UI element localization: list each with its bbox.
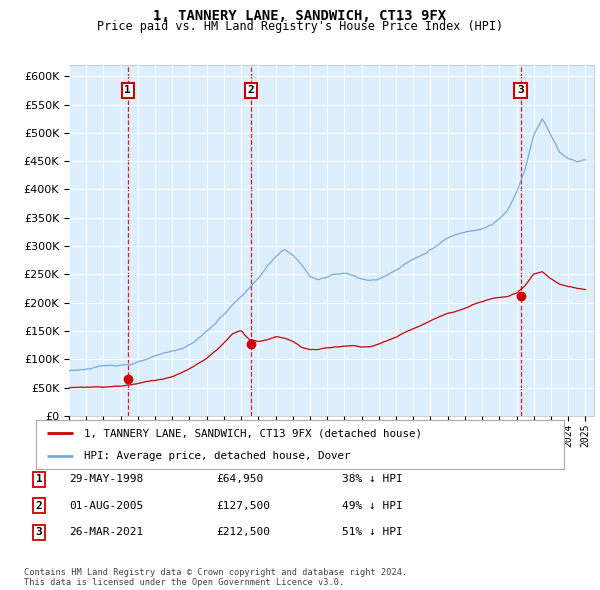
Text: 38% ↓ HPI: 38% ↓ HPI: [342, 474, 403, 484]
Text: 51% ↓ HPI: 51% ↓ HPI: [342, 527, 403, 537]
Text: 2: 2: [248, 86, 254, 96]
Text: 3: 3: [517, 86, 524, 96]
Text: 1: 1: [35, 474, 43, 484]
Text: 1: 1: [124, 86, 131, 96]
Text: 1, TANNERY LANE, SANDWICH, CT13 9FX: 1, TANNERY LANE, SANDWICH, CT13 9FX: [154, 9, 446, 23]
Text: 26-MAR-2021: 26-MAR-2021: [69, 527, 143, 537]
Text: 3: 3: [35, 527, 43, 537]
Text: Price paid vs. HM Land Registry's House Price Index (HPI): Price paid vs. HM Land Registry's House …: [97, 20, 503, 33]
Text: 01-AUG-2005: 01-AUG-2005: [69, 501, 143, 510]
Text: 29-MAY-1998: 29-MAY-1998: [69, 474, 143, 484]
Text: £64,950: £64,950: [216, 474, 263, 484]
Text: HPI: Average price, detached house, Dover: HPI: Average price, detached house, Dove…: [83, 451, 350, 461]
Text: Contains HM Land Registry data © Crown copyright and database right 2024.
This d: Contains HM Land Registry data © Crown c…: [24, 568, 407, 587]
Text: £127,500: £127,500: [216, 501, 270, 510]
Text: 2: 2: [35, 501, 43, 510]
Text: £212,500: £212,500: [216, 527, 270, 537]
Text: 1, TANNERY LANE, SANDWICH, CT13 9FX (detached house): 1, TANNERY LANE, SANDWICH, CT13 9FX (det…: [83, 428, 422, 438]
Text: 49% ↓ HPI: 49% ↓ HPI: [342, 501, 403, 510]
